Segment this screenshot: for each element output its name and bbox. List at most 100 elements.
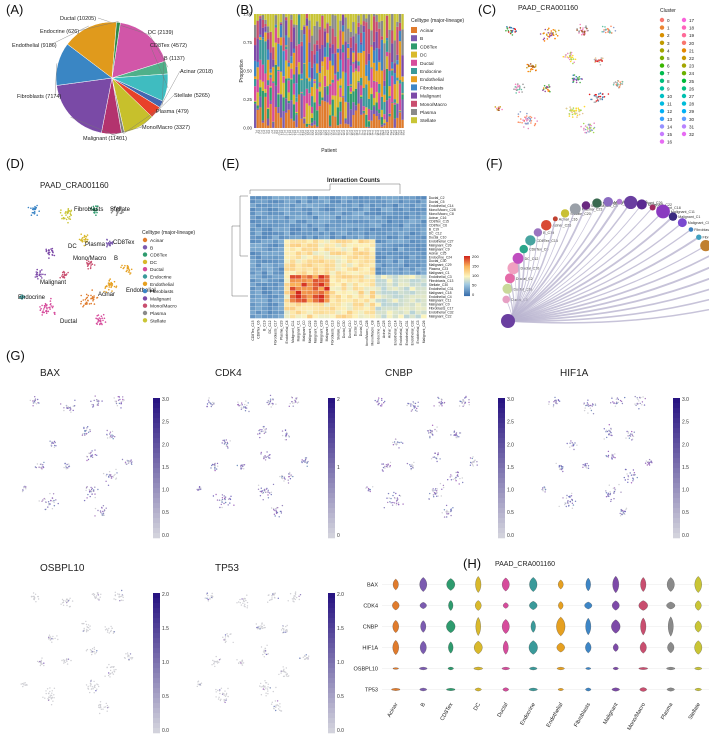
umap-point — [129, 653, 132, 655]
heatmap-cell — [289, 310, 296, 315]
heatmap-cell — [306, 203, 313, 208]
umap-point — [89, 429, 92, 431]
heatmap-cell — [352, 215, 359, 220]
bar-segment — [365, 114, 368, 127]
umap-point — [414, 409, 417, 411]
heatmap-cell — [415, 263, 422, 268]
umap-point — [468, 401, 470, 404]
heatmap-cell — [312, 195, 319, 201]
umap-point — [111, 430, 114, 433]
bar-segment — [310, 50, 314, 68]
umap-point — [45, 309, 48, 312]
heatmap-cell — [403, 298, 410, 303]
gene-colorbar-segment — [498, 438, 505, 444]
heatmap-cell — [318, 235, 325, 240]
bar-segment — [354, 68, 358, 70]
umap-point — [576, 29, 578, 31]
umap-point — [518, 88, 521, 91]
bar-segment — [378, 22, 381, 29]
gene-colorbar-segment — [328, 418, 335, 424]
umap-point — [53, 440, 56, 443]
umap-point — [214, 665, 216, 668]
umap-point — [283, 631, 285, 633]
umap-point — [527, 64, 530, 66]
heatmap-cell — [415, 251, 422, 256]
bar-segment — [365, 84, 368, 108]
umap-point — [34, 208, 37, 211]
umap-point — [389, 466, 391, 468]
umap-point — [265, 429, 267, 431]
umap-point — [273, 707, 275, 709]
heatmap-cell — [323, 219, 330, 224]
violin-shape — [667, 642, 675, 653]
umap-point — [222, 636, 224, 638]
umap-point — [613, 492, 615, 494]
heatmap-cell — [381, 195, 387, 201]
umap-point — [83, 499, 86, 502]
heatmap-cell — [335, 278, 342, 283]
heatmap-cell — [363, 251, 370, 256]
bar-segment — [300, 41, 303, 47]
umap-point — [59, 276, 61, 279]
colorbar-segment — [464, 295, 470, 297]
umap-point — [469, 464, 472, 466]
umap-point — [292, 600, 294, 602]
umap-point — [285, 667, 287, 669]
umap-point — [94, 507, 97, 510]
umap-point — [36, 463, 39, 465]
heatmap-cell — [415, 243, 422, 248]
heatmap-cell — [306, 231, 313, 236]
violin-shape — [475, 617, 481, 636]
bar-segment — [375, 81, 378, 92]
heatmap-cell — [352, 247, 359, 252]
umap-point — [269, 454, 271, 456]
umap-point — [279, 510, 282, 513]
umap-point — [590, 409, 593, 412]
gene-colorbar-segment — [498, 403, 505, 409]
bar-segment — [261, 19, 265, 28]
heatmap-cell — [284, 199, 291, 205]
umap-point — [518, 91, 520, 93]
umap-point — [109, 672, 112, 675]
violin-shape — [446, 620, 456, 633]
umap-point — [608, 424, 610, 426]
bar-segment — [367, 60, 371, 81]
network-edge — [507, 204, 643, 322]
heatmap-cell — [261, 203, 268, 208]
bar-segment — [378, 119, 381, 128]
celltype-legend-swatch — [142, 318, 148, 323]
umap-point — [68, 215, 71, 218]
bar-segment — [336, 107, 340, 126]
umap-point — [571, 499, 574, 502]
umap-point — [116, 405, 119, 407]
heatmap-cell — [323, 310, 330, 315]
umap-point — [539, 33, 542, 35]
celltype-legend-label: B — [150, 245, 153, 251]
heatmap-cell — [335, 251, 342, 256]
heatmap-cell — [301, 243, 308, 248]
heatmap-cell — [284, 290, 291, 295]
gene-colorbar-segment — [328, 448, 335, 454]
heatmap-cell — [341, 298, 347, 303]
bar-x-tick: P54 — [391, 130, 395, 136]
umap-point — [44, 508, 46, 511]
umap-point — [91, 296, 94, 298]
bar-legend-swatch — [411, 35, 417, 42]
gene-colorbar-segment — [153, 403, 160, 409]
bar-segment — [370, 120, 373, 128]
umap-point — [593, 101, 596, 103]
heatmap-cell — [301, 290, 308, 295]
umap-point — [602, 57, 604, 60]
umap-point — [115, 668, 117, 671]
heatmap-cell — [278, 294, 285, 299]
heatmap-cell — [261, 314, 268, 319]
umap-point — [221, 498, 224, 501]
umap-point — [107, 484, 110, 486]
violin-shape — [475, 576, 482, 593]
heatmap-cell — [346, 310, 353, 315]
bar-segment — [370, 30, 373, 46]
heatmap-cell — [335, 255, 342, 260]
gene-colorbar-segment — [153, 663, 160, 669]
umap-point — [456, 435, 458, 437]
bar-segment — [266, 26, 270, 33]
